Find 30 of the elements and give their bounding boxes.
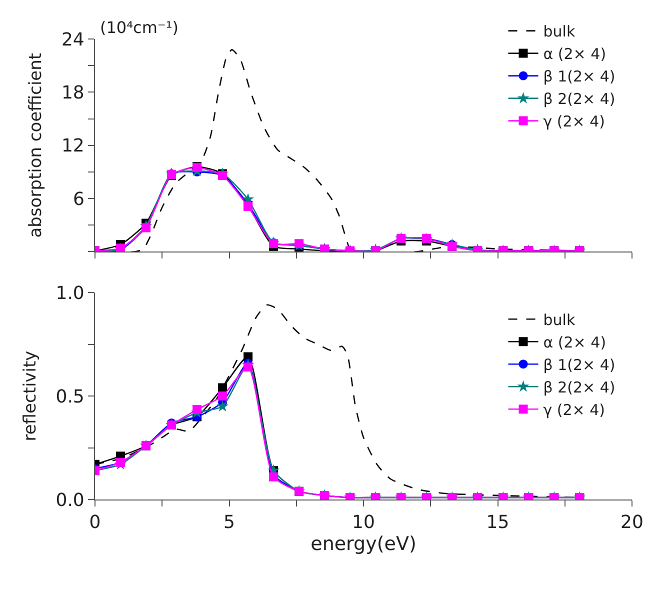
legend-label: γ (2× 4) [543, 400, 606, 419]
x-tick-label: 15 [486, 512, 510, 534]
x-tick-label: 20 [620, 512, 644, 534]
y-tick-label: 24 [61, 29, 84, 50]
point [216, 400, 229, 412]
legend-label: β 2(2× 4) [543, 90, 616, 108]
y-tick-label: 18 [61, 82, 84, 104]
y-tick-label: 0.0 [56, 490, 84, 511]
y-axis-title: absorption coefficient [26, 52, 46, 238]
point [218, 392, 228, 401]
legend-label: bulk [543, 310, 576, 329]
x-tick-label: 0 [89, 512, 101, 534]
point [244, 362, 253, 372]
x-axis-title: energy(eV) [310, 533, 416, 556]
point [192, 405, 202, 414]
text: (10⁴cm⁻¹) [100, 18, 178, 37]
y-tick-label: 0.5 [56, 386, 84, 408]
y-tick-label: 1.0 [56, 282, 84, 304]
x-tick-label: 5 [224, 512, 235, 534]
y-axis-title: reflectivity [20, 350, 40, 442]
y-tick-label: 6 [72, 188, 84, 210]
legend-label: α (2× 4) [543, 45, 606, 64]
legend-label: β 1(2× 4) [543, 356, 616, 374]
legend-label: α (2× 4) [543, 333, 606, 352]
legend-label: γ (2× 4) [543, 112, 606, 131]
legend-label: β 2(2× 4) [543, 378, 616, 396]
x-tick-label: 10 [352, 512, 375, 534]
legend-label: β 1(2× 4) [543, 68, 616, 86]
y-tick-label: 12 [61, 136, 84, 157]
legend-label: bulk [543, 22, 576, 41]
